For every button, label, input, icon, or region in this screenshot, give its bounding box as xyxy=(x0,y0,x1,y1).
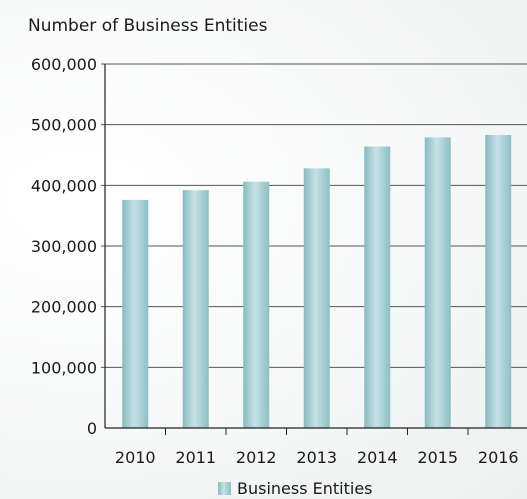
bar xyxy=(182,190,209,428)
y-tick-label: 600,000 xyxy=(31,55,97,74)
y-tick-label: 0 xyxy=(87,419,97,438)
x-tick-label: 2010 xyxy=(115,448,156,467)
x-axis xyxy=(104,64,527,435)
legend-label: Business Entities xyxy=(237,479,373,498)
x-tick-label: 2014 xyxy=(357,448,398,467)
bar xyxy=(243,181,270,428)
y-tick-label: 200,000 xyxy=(31,298,97,317)
x-tick-label: 2015 xyxy=(417,448,458,467)
bar xyxy=(364,146,391,429)
bar xyxy=(303,168,330,428)
x-tick-label: 2012 xyxy=(236,448,277,467)
x-tick-label: 2011 xyxy=(175,448,216,467)
legend-swatch xyxy=(218,482,231,495)
bar xyxy=(485,134,512,429)
y-tick-label: 100,000 xyxy=(31,358,97,377)
bar xyxy=(122,199,149,428)
y-tick-label: 300,000 xyxy=(31,237,97,256)
legend: Business Entities xyxy=(218,479,373,498)
bar xyxy=(424,137,451,428)
y-axis-tick-labels: 0 100,000 200,000 300,000 400,000 500,000 600,… xyxy=(31,55,97,438)
y-tick-label: 400,000 xyxy=(31,176,97,195)
y-tick-label: 500,000 xyxy=(31,116,97,135)
chart-title: Number of Business Entities xyxy=(28,16,268,36)
bars xyxy=(122,134,512,429)
x-axis-tick-labels: 2010 2011 2012 2013 2014 2015 2016 xyxy=(115,448,519,467)
x-tick-label: 2013 xyxy=(296,448,337,467)
x-tick-label: 2016 xyxy=(478,448,519,467)
